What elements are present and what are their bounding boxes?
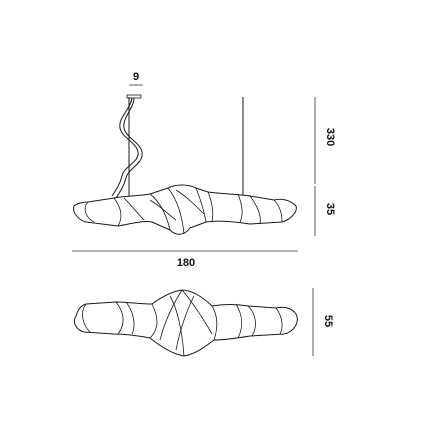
top-fold-7 xyxy=(169,295,185,357)
body-depth-label: 55 xyxy=(322,315,334,327)
side-fold-12 xyxy=(149,199,177,221)
canopy-dimension: 9 xyxy=(126,71,143,99)
canopy-diameter-label: 9 xyxy=(133,71,139,83)
side-fold-4 xyxy=(149,193,171,231)
side-fold-8 xyxy=(207,191,214,223)
top-fold-3 xyxy=(125,301,135,335)
width-dimension: 180 xyxy=(72,250,298,269)
top-fold-11 xyxy=(247,305,256,337)
top-fold-1 xyxy=(82,303,91,333)
cable-length-label: 330 xyxy=(324,128,336,146)
side-fold-10 xyxy=(249,195,261,225)
top-body-outline xyxy=(73,289,298,357)
top-fold-5 xyxy=(159,289,183,341)
side-fold-3 xyxy=(123,197,145,221)
side-fold-7 xyxy=(175,189,205,215)
side-fold-5 xyxy=(167,187,185,235)
power-cord-inner xyxy=(115,97,143,199)
top-fold-4 xyxy=(149,303,158,339)
side-fold-1 xyxy=(84,201,95,223)
lamp-top-view xyxy=(73,289,298,357)
side-fold-6 xyxy=(195,187,207,223)
side-fold-11 xyxy=(273,199,283,223)
top-fold-8 xyxy=(175,295,195,351)
top-fold-10 xyxy=(235,303,242,339)
lamp-side-view xyxy=(73,184,297,235)
total-width-label: 180 xyxy=(177,257,195,269)
suspension-cables xyxy=(111,97,244,199)
side-body-outline xyxy=(73,184,297,235)
power-cord xyxy=(111,97,139,197)
vertical-dimensions-side: 330 35 xyxy=(314,97,336,236)
side-fold-2 xyxy=(113,197,122,227)
top-fold-2 xyxy=(115,301,124,335)
top-fold-9 xyxy=(211,305,218,341)
side-fold-9 xyxy=(237,193,243,223)
vertical-dimension-top: 55 xyxy=(312,288,334,356)
top-fold-12 xyxy=(275,307,283,335)
body-height-label: 35 xyxy=(324,203,336,215)
top-fold-6 xyxy=(181,289,213,335)
